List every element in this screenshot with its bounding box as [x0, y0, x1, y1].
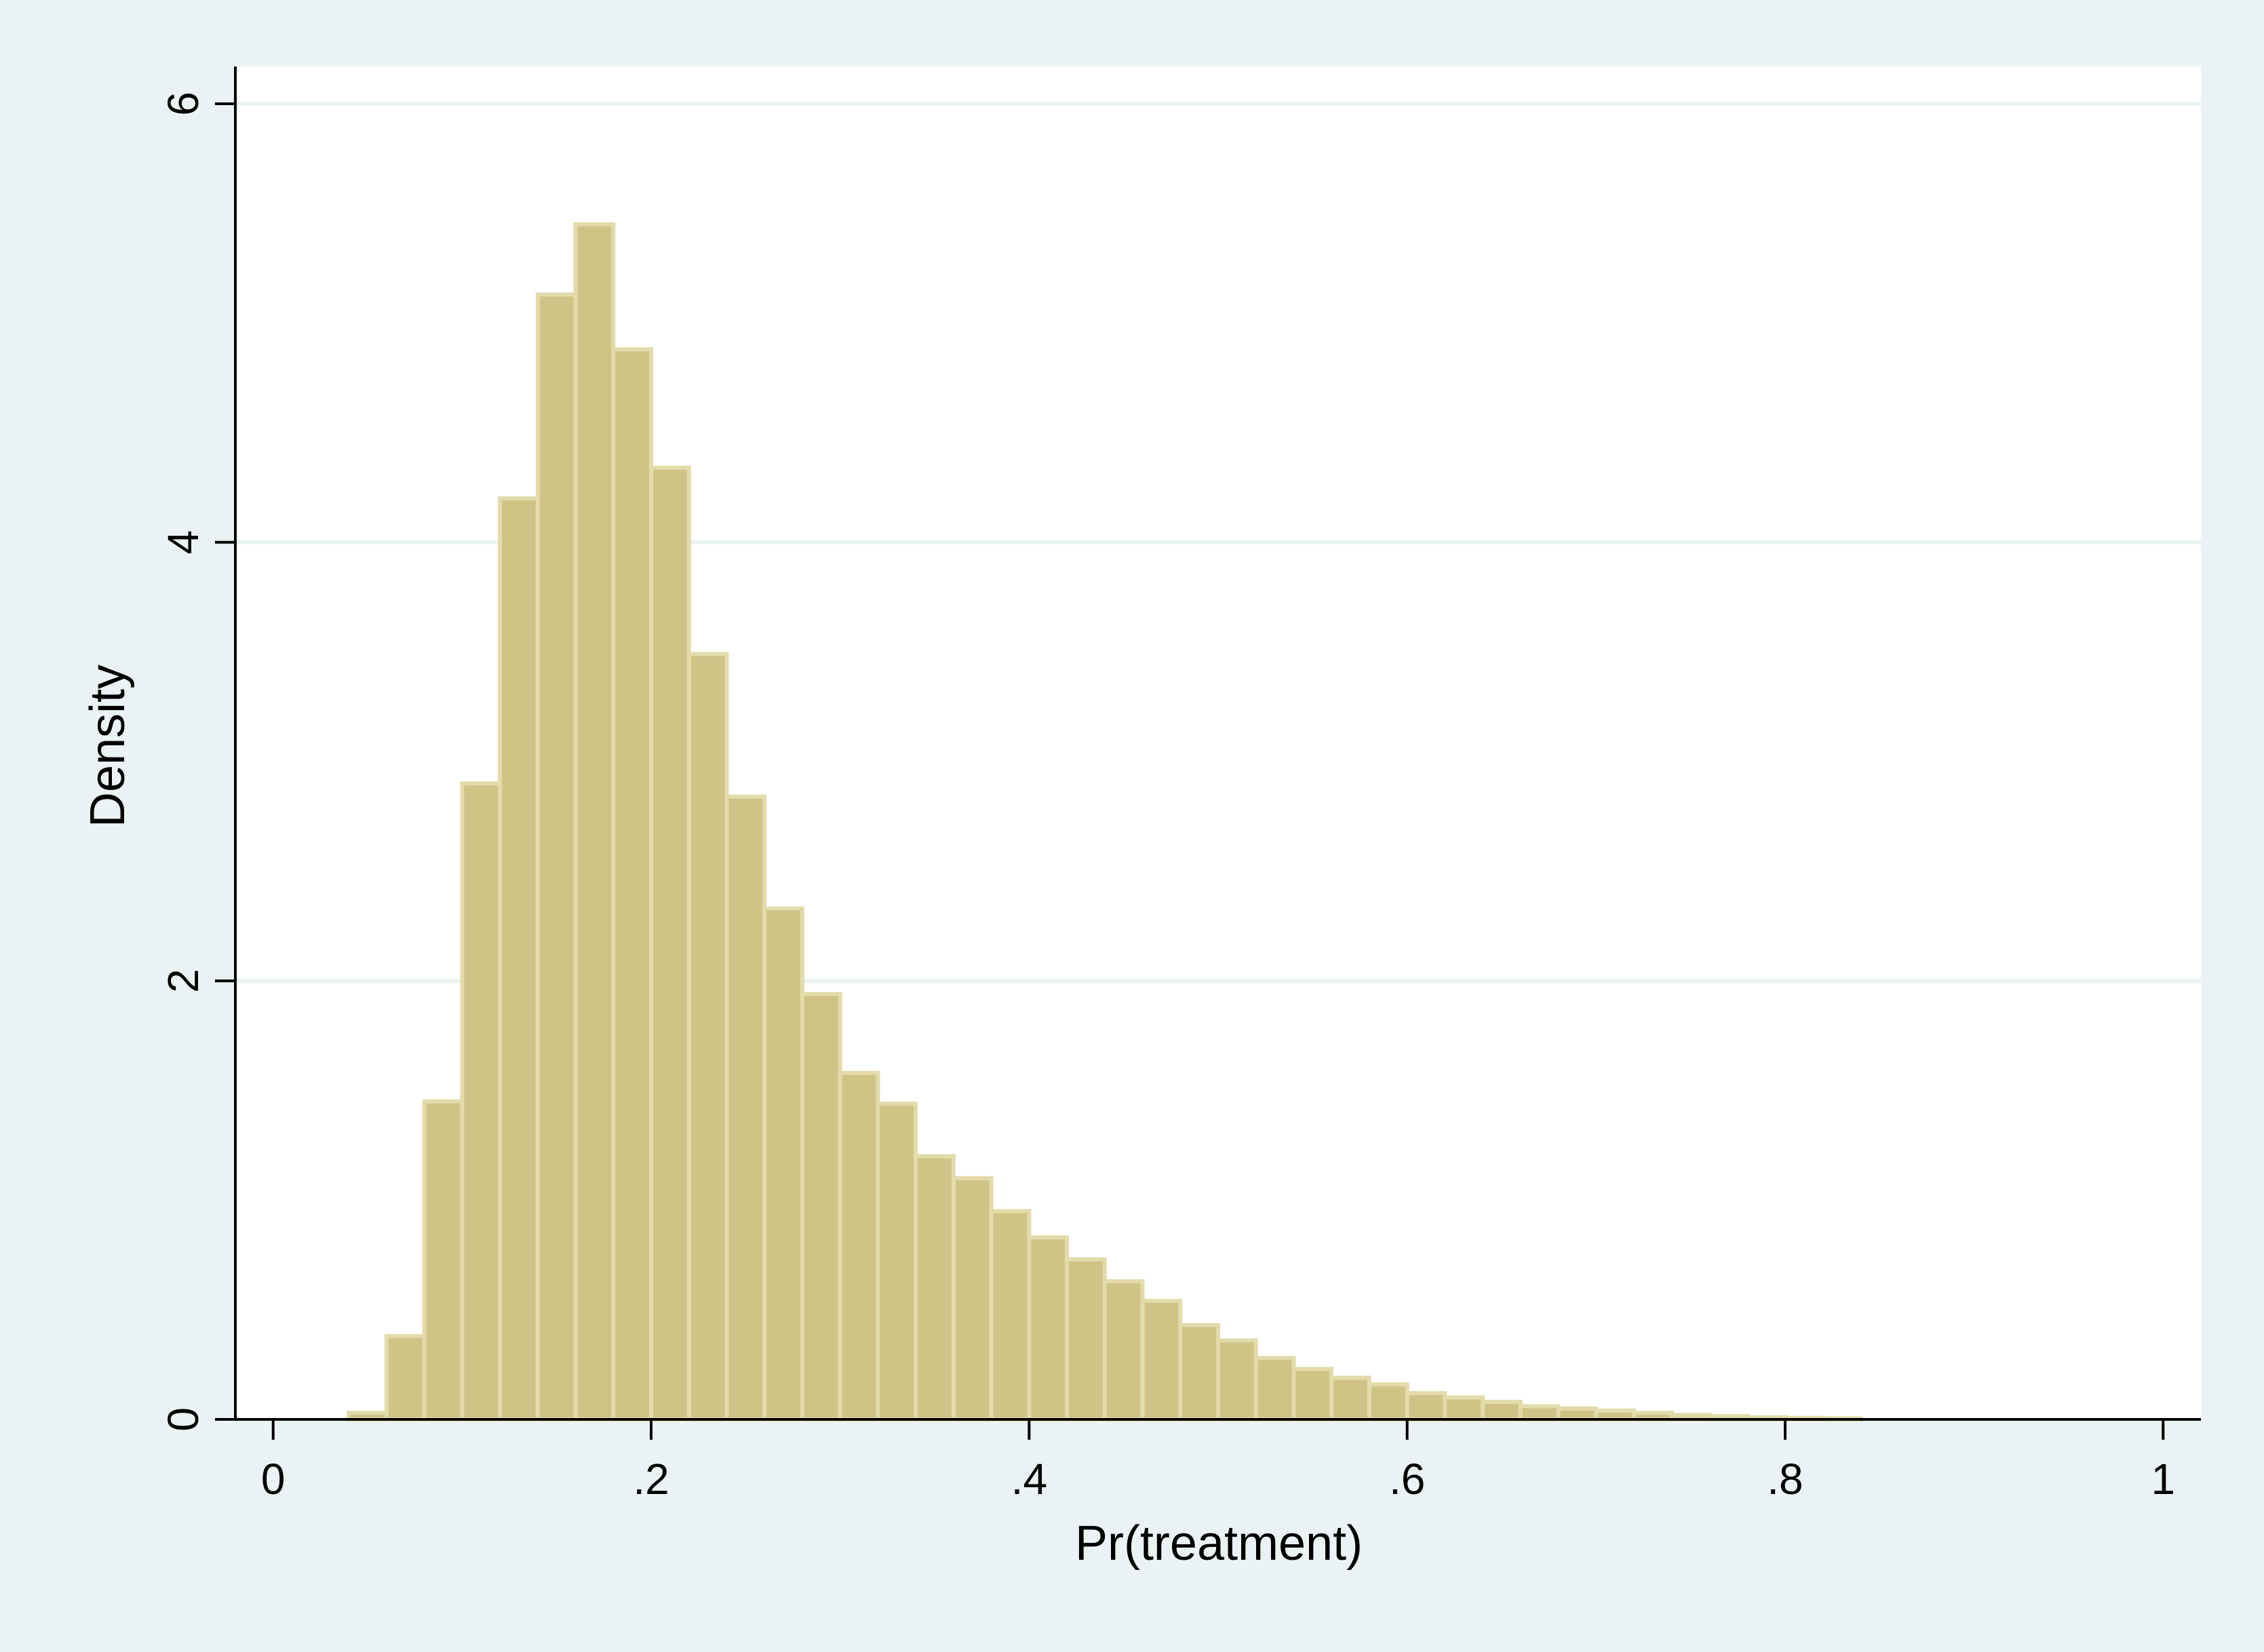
- x-axis-ticks: 0 .2 .4 .6 .8 1: [261, 1419, 2175, 1503]
- histogram-bar: [762, 906, 804, 1421]
- histogram-bar: [686, 652, 729, 1421]
- y-tick-label: 0: [159, 1407, 208, 1432]
- histogram-bar: [838, 1071, 880, 1421]
- histogram-bar: [460, 781, 503, 1421]
- histogram-bar: [649, 465, 691, 1422]
- histogram-bar: [800, 991, 842, 1422]
- histogram-bar: [1178, 1322, 1221, 1422]
- histogram-bar: [384, 1334, 427, 1421]
- x-tick-label: .2: [633, 1455, 669, 1503]
- histogram-bar: [611, 347, 654, 1422]
- y-tick-label: 6: [159, 92, 208, 116]
- histogram-bar: [1065, 1257, 1107, 1422]
- histogram-bar: [1291, 1366, 1334, 1421]
- x-tick-label: 0: [261, 1455, 286, 1503]
- histogram-bar: [1367, 1382, 1409, 1421]
- histogram-bar: [535, 292, 578, 1421]
- y-axis-label: Density: [81, 665, 135, 827]
- x-tick-label: .8: [1767, 1455, 1803, 1503]
- histogram-bar: [1481, 1400, 1523, 1421]
- histogram-bar: [498, 496, 540, 1421]
- x-tick-label: .6: [1389, 1455, 1425, 1503]
- histogram-bar: [951, 1176, 994, 1421]
- histogram-bar: [1140, 1299, 1183, 1422]
- histogram-bar: [1518, 1404, 1561, 1421]
- histogram-bar: [573, 222, 616, 1422]
- x-tick-label: .4: [1011, 1455, 1047, 1503]
- y-tick-label: 4: [159, 530, 208, 555]
- histogram-bar: [1556, 1406, 1599, 1421]
- x-tick-label: 1: [2151, 1455, 2175, 1503]
- histogram-bar: [724, 794, 767, 1421]
- histogram-bar: [1216, 1338, 1258, 1421]
- histogram-bars: [347, 222, 1863, 1422]
- histogram-bar: [1329, 1375, 1371, 1422]
- histogram-bar: [1102, 1279, 1145, 1422]
- histogram-bar: [422, 1099, 465, 1421]
- histogram-bar: [1443, 1395, 1485, 1421]
- x-axis-label: Pr(treatment): [1075, 1516, 1363, 1571]
- y-axis-ticks: 0 2 4 6: [159, 92, 235, 1432]
- histogram-bar: [914, 1154, 956, 1421]
- histogram-bar: [1027, 1235, 1070, 1422]
- histogram-bar: [876, 1101, 918, 1421]
- histogram-bar: [1405, 1391, 1447, 1422]
- histogram-bar: [989, 1208, 1032, 1422]
- axes: [234, 66, 2201, 1421]
- histogram-bar: [1253, 1356, 1296, 1422]
- y-tick-label: 2: [159, 969, 208, 994]
